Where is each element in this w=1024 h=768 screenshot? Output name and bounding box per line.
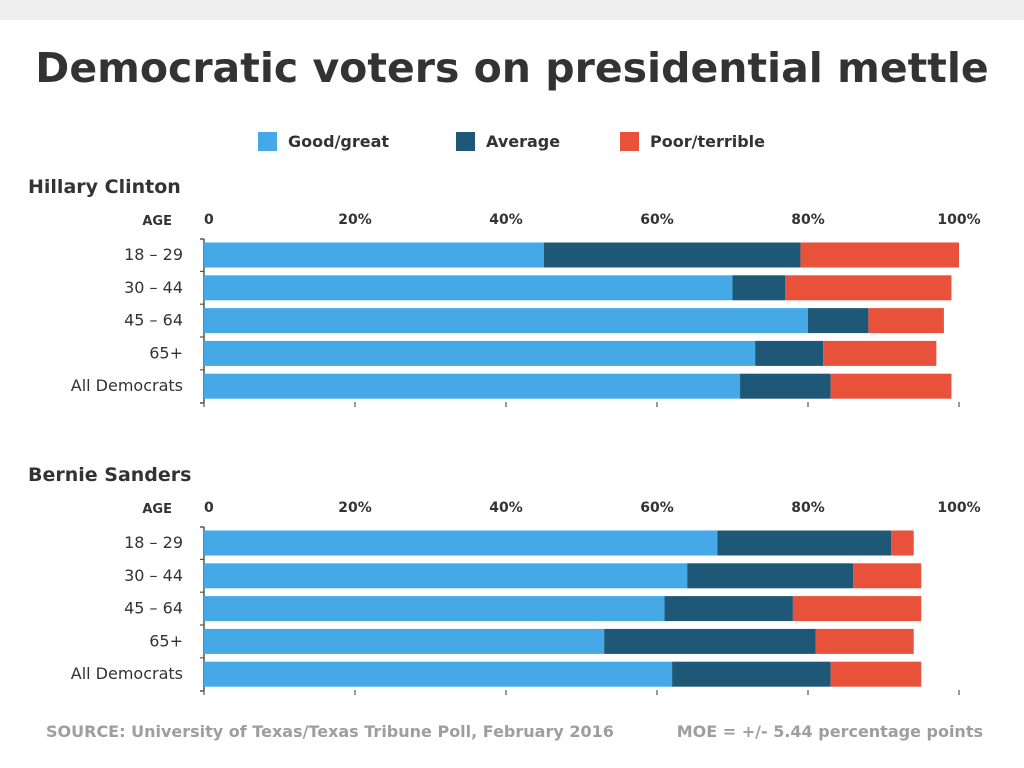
hillary-clinton-bar-poor-terrible bbox=[823, 340, 937, 366]
hillary-clinton-x-tick-label: 20% bbox=[338, 212, 372, 228]
bernie-sanders-bar-good-great bbox=[204, 596, 665, 622]
bernie-sanders-bar-average bbox=[664, 596, 793, 622]
top-strip bbox=[0, 0, 1024, 20]
hillary-clinton-category-label: 65+ bbox=[149, 343, 183, 362]
legend-swatch-good-great bbox=[258, 132, 277, 151]
bernie-sanders-bar-good-great bbox=[204, 530, 718, 556]
bernie-sanders-x-tick-label: 20% bbox=[338, 500, 372, 516]
bernie-sanders-bar-poor-terrible bbox=[853, 563, 922, 589]
hillary-clinton-bar-good-great bbox=[204, 373, 741, 399]
hillary-clinton-category-label: 30 – 44 bbox=[124, 278, 183, 297]
bernie-sanders-bar-poor-terrible bbox=[891, 530, 914, 556]
hillary-clinton-bar-good-great bbox=[204, 275, 733, 301]
bernie-sanders-x-tick-label: 80% bbox=[791, 500, 825, 516]
legend-label-average: Average bbox=[486, 132, 561, 151]
hillary-clinton-bar-average bbox=[732, 275, 786, 301]
bernie-sanders-bar-good-great bbox=[204, 563, 688, 589]
hillary-clinton-x-tick-label: 100% bbox=[937, 212, 980, 228]
hillary-clinton-bar-poor-terrible bbox=[830, 373, 952, 399]
bernie-sanders-x-tick-label: 0 bbox=[204, 500, 214, 516]
hillary-clinton-category-label: 18 – 29 bbox=[124, 245, 183, 264]
hillary-clinton-category-label: All Democrats bbox=[71, 376, 183, 395]
bernie-sanders-category-label: 45 – 64 bbox=[124, 599, 183, 618]
bernie-sanders-bar-average bbox=[672, 661, 831, 687]
bernie-sanders-x-tick-label: 60% bbox=[640, 500, 674, 516]
stacked-bar-charts: Hillary Clinton AGE 0 20% 40% 60% 80% 100% 18 – … bbox=[28, 176, 981, 695]
legend-label-poor-terrible: Poor/terrible bbox=[650, 132, 765, 151]
bernie-sanders-bar-poor-terrible bbox=[815, 628, 914, 654]
hillary-clinton-bar-average bbox=[543, 242, 801, 268]
hillary-clinton-category-header: AGE bbox=[142, 214, 172, 229]
source-note: SOURCE: University of Texas/Texas Tribun… bbox=[46, 722, 614, 741]
bernie-sanders-category-label: 30 – 44 bbox=[124, 566, 183, 585]
legend-swatch-average bbox=[456, 132, 475, 151]
hillary-clinton-x-tick-label: 0 bbox=[204, 212, 214, 228]
hillary-clinton-x-tick-label: 80% bbox=[791, 212, 825, 228]
hillary-clinton-bar-good-great bbox=[204, 308, 808, 334]
bernie-sanders-bar-average bbox=[717, 530, 892, 556]
bernie-sanders-bar-average bbox=[604, 628, 816, 654]
hillary-clinton-bar-average bbox=[740, 373, 831, 399]
bernie-sanders-category-label: 18 – 29 bbox=[124, 533, 183, 552]
moe-note: MOE = +/- 5.44 percentage points bbox=[676, 722, 983, 741]
bernie-sanders-x-tick-label: 100% bbox=[937, 500, 980, 516]
hillary-clinton-bar-average bbox=[755, 340, 824, 366]
bernie-sanders-bar-good-great bbox=[204, 628, 605, 654]
hillary-clinton-bar-poor-terrible bbox=[868, 308, 944, 334]
hillary-clinton-category-label: 45 – 64 bbox=[124, 311, 183, 330]
hillary-clinton-bar-good-great bbox=[204, 242, 544, 268]
legend-label-good-great: Good/great bbox=[288, 132, 390, 151]
bernie-sanders-bar-average bbox=[687, 563, 854, 589]
bernie-sanders-bar-good-great bbox=[204, 661, 673, 687]
chart-title: Democratic voters on presidential mettle bbox=[35, 44, 989, 92]
bernie-sanders-bar-poor-terrible bbox=[830, 661, 922, 687]
hillary-clinton-bar-good-great bbox=[204, 340, 756, 366]
hillary-clinton-x-tick-label: 40% bbox=[489, 212, 523, 228]
bernie-sanders-category-header: AGE bbox=[142, 502, 172, 517]
hillary-clinton-bar-average bbox=[808, 308, 869, 334]
bernie-sanders-x-tick-label: 40% bbox=[489, 500, 523, 516]
legend-swatch-poor-terrible bbox=[620, 132, 639, 151]
bernie-sanders-category-label: All Democrats bbox=[71, 664, 183, 683]
bernie-sanders-bar-poor-terrible bbox=[792, 596, 922, 622]
bernie-sanders-category-label: 65+ bbox=[149, 631, 183, 650]
bernie-sanders-panel-title: Bernie Sanders bbox=[28, 464, 191, 486]
hillary-clinton-panel-title: Hillary Clinton bbox=[28, 176, 181, 198]
hillary-clinton-x-tick-label: 60% bbox=[640, 212, 674, 228]
hillary-clinton-bar-poor-terrible bbox=[785, 275, 952, 301]
legend: Good/great Average Poor/terrible bbox=[0, 131, 1024, 153]
hillary-clinton-bar-poor-terrible bbox=[800, 242, 959, 268]
